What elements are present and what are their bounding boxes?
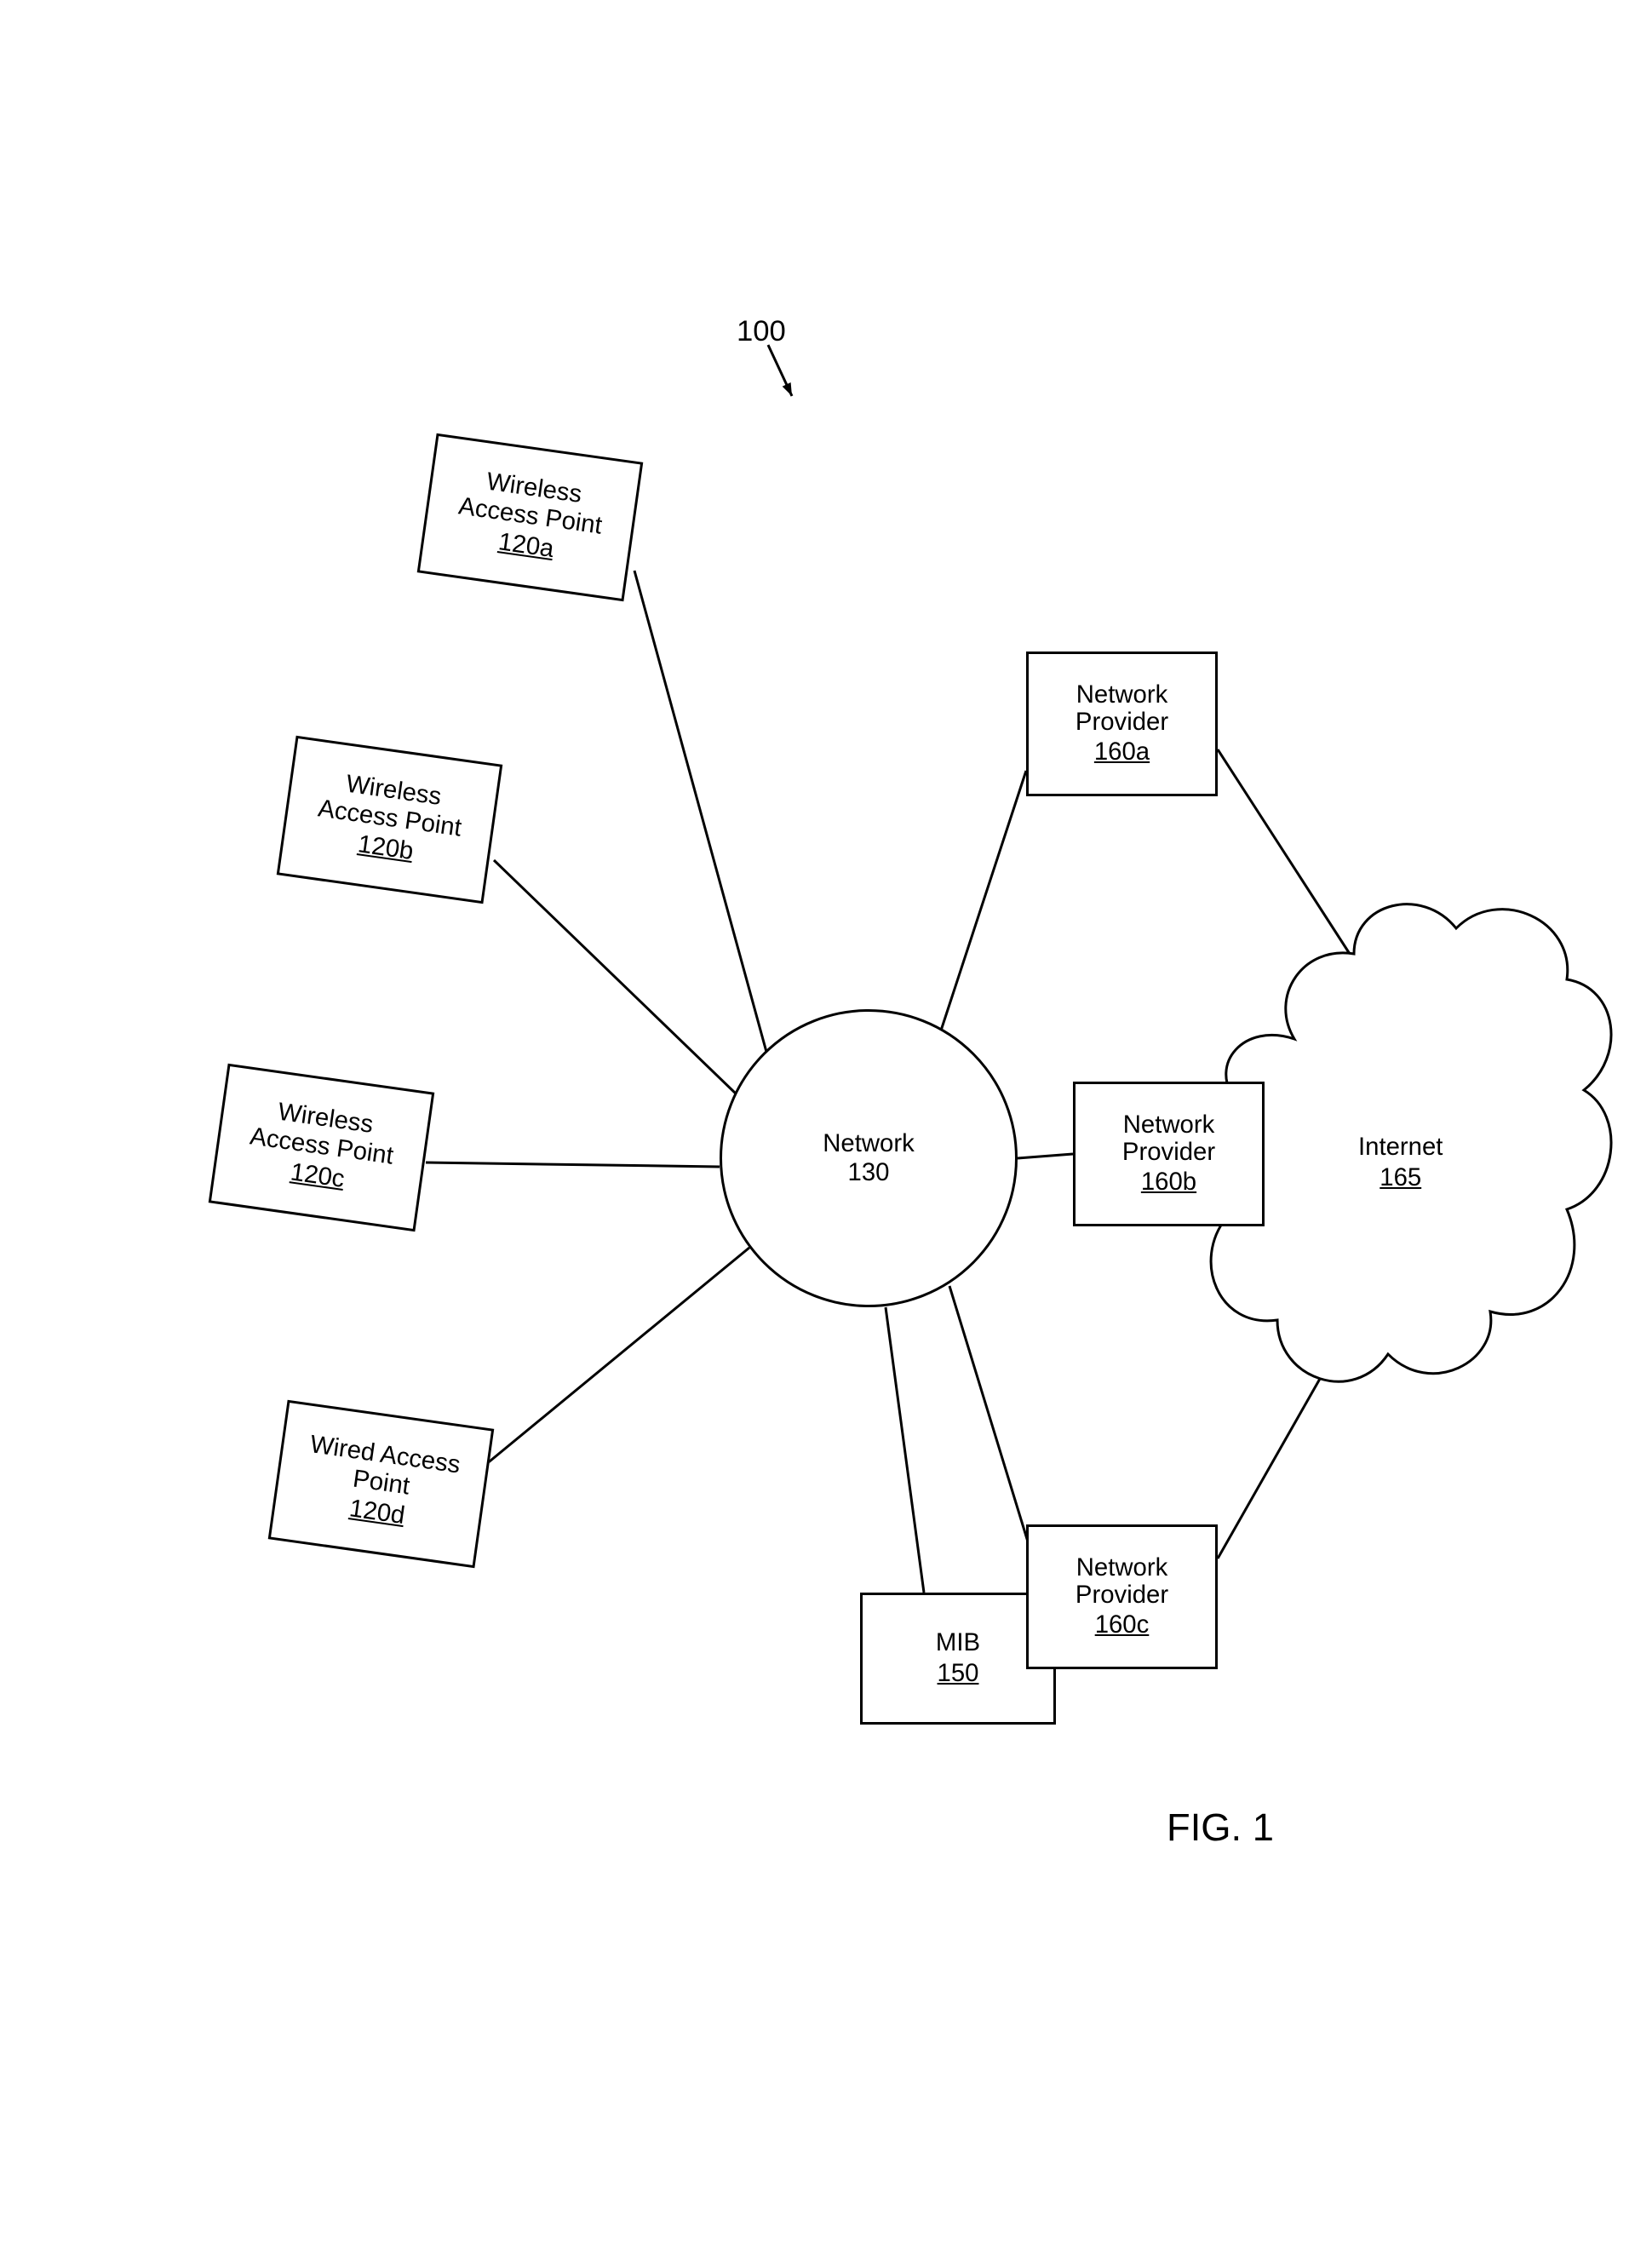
node-np_b: NetworkProvider160b	[1073, 1082, 1265, 1226]
reference-numeral-100: 100	[737, 315, 786, 348]
node-label-line1: Network	[1076, 681, 1168, 709]
node-ref: 120a	[496, 527, 555, 564]
connector-line	[1218, 749, 1350, 954]
node-wap_b: WirelessAccess Point120b	[277, 736, 503, 904]
network-label: Network	[823, 1129, 915, 1158]
connector-line	[886, 1307, 924, 1593]
node-ref: 120b	[356, 829, 415, 866]
network-node: Network 130	[720, 1009, 1018, 1307]
node-label-line1: Network	[1076, 1554, 1168, 1581]
node-ref: 150	[938, 1659, 979, 1688]
connector-line	[494, 860, 737, 1094]
node-label-line2: Provider	[1076, 1581, 1168, 1609]
node-wap_a: WirelessAccess Point120a	[417, 433, 644, 601]
node-wap_c: WirelessAccess Point120c	[209, 1064, 435, 1231]
node-ref: 120c	[289, 1157, 347, 1194]
node-ref: 160a	[1094, 738, 1150, 766]
node-label-line1: Network	[1123, 1111, 1215, 1139]
node-ref: 160c	[1095, 1610, 1150, 1639]
node-label-line2: Provider	[1076, 709, 1168, 736]
connector-line	[485, 1248, 749, 1465]
connector-line	[949, 1286, 1030, 1550]
node-wap_d: Wired AccessPoint120d	[268, 1400, 495, 1568]
node-label-line2: Provider	[1122, 1139, 1215, 1166]
node-np_a: NetworkProvider160a	[1026, 652, 1218, 796]
connector-line	[426, 1162, 720, 1167]
node-ref: 160b	[1141, 1168, 1196, 1197]
figure-label: FIG. 1	[1167, 1805, 1274, 1850]
node-np_c: NetworkProvider160c	[1026, 1524, 1218, 1669]
connector-line	[634, 571, 766, 1052]
connector-line	[1018, 1154, 1073, 1158]
node-ref: 120d	[347, 1494, 406, 1530]
network-ref: 130	[848, 1158, 890, 1187]
connector-line	[941, 771, 1026, 1030]
node-label-line1: MIB	[936, 1629, 980, 1656]
